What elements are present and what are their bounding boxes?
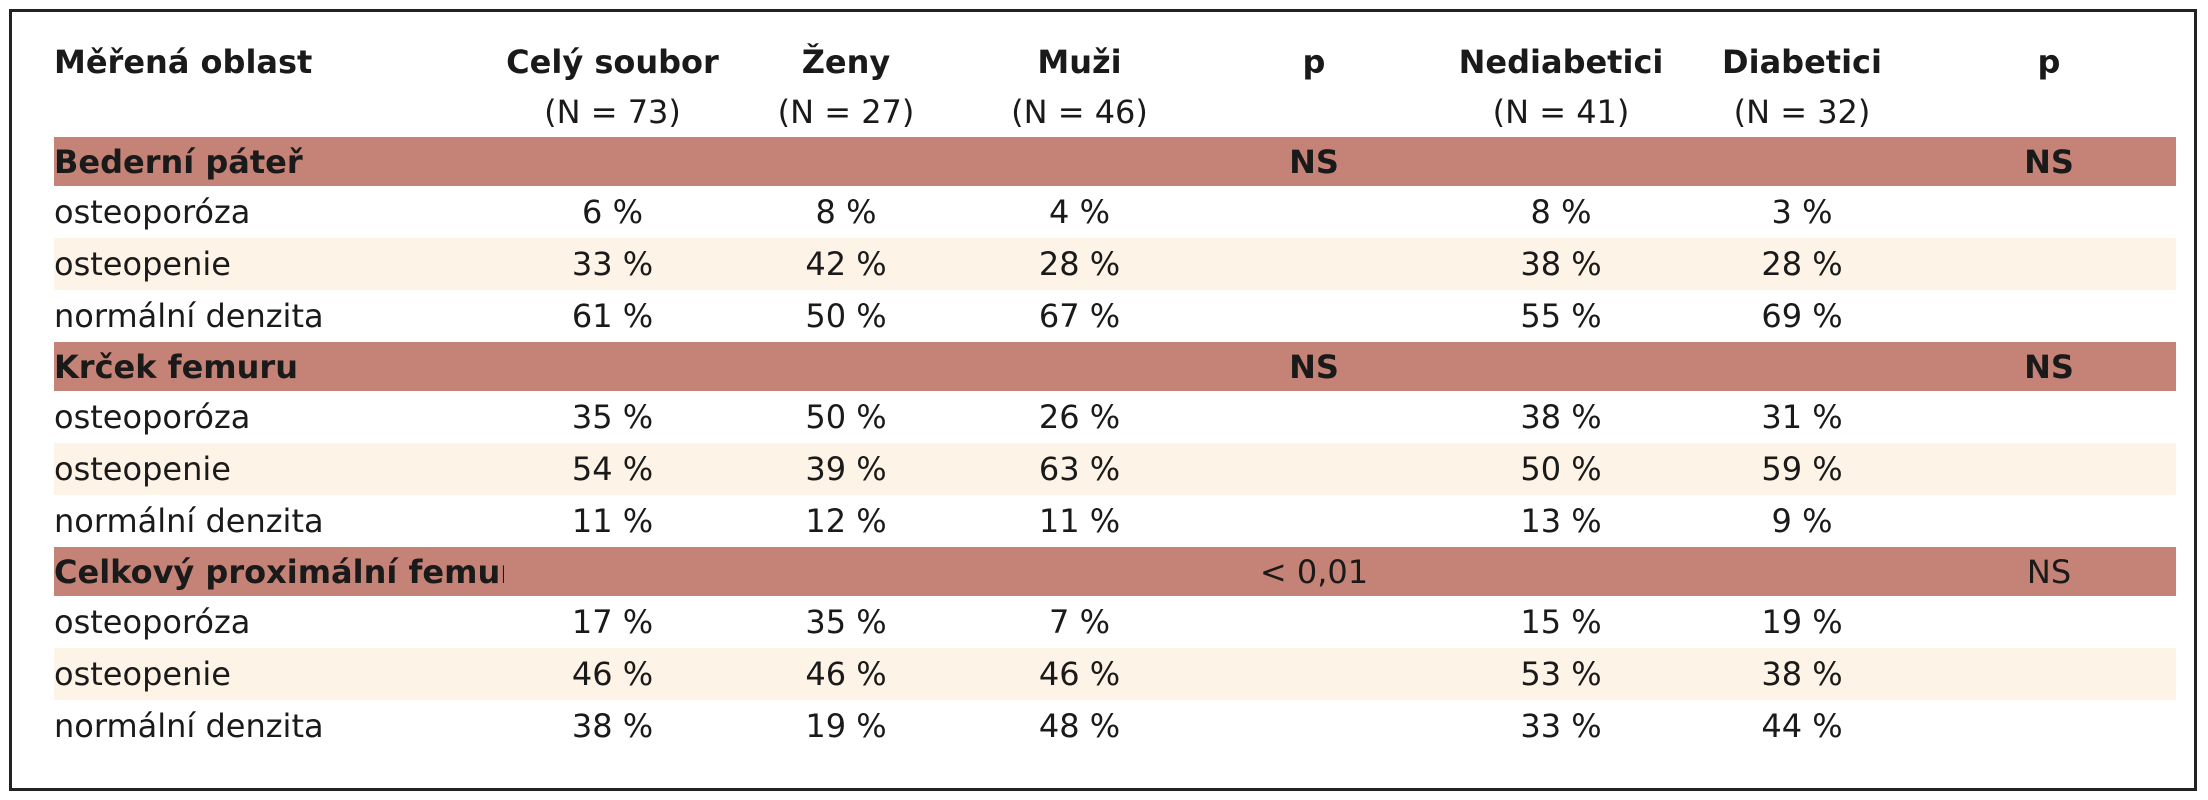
results-table: Měřená oblast Celý soubor (N = 73) Ženy (N…: [54, 37, 2176, 752]
cell-nondiabetics: 55 %: [1520, 297, 1602, 335]
row-label: osteopenie: [54, 648, 504, 700]
row-label: osteoporóza: [54, 398, 251, 436]
cell-whole-sample: 6 %: [582, 193, 643, 231]
table-row: osteoporóza 6 % 8 % 4 % 8 % 3 %: [54, 186, 2176, 238]
cell-whole-sample: 33 %: [504, 238, 721, 290]
cell-diabetics: 19 %: [1761, 603, 1843, 641]
column-header-n: (N = 73): [544, 93, 681, 131]
column-header-area: Měřená oblast: [54, 43, 313, 81]
cell-women: 42 %: [721, 238, 971, 290]
p-value-sex: < 0,01: [1188, 547, 1440, 596]
cell-women: 46 %: [721, 648, 971, 700]
cell-women: 8 %: [815, 193, 877, 231]
cell-diabetics: 28 %: [1682, 238, 1922, 290]
cell-whole-sample: 35 %: [571, 398, 654, 436]
row-label: normální denzita: [54, 297, 324, 335]
section-row-lumbar-spine: Bederní páteř NS NS: [54, 137, 2176, 186]
cell-diabetics: 44 %: [1761, 707, 1843, 745]
cell-men: 28 %: [971, 238, 1188, 290]
column-header-n: (N = 32): [1733, 93, 1871, 131]
column-header-label: Diabetici: [1722, 43, 1882, 81]
cell-men: 63 %: [971, 443, 1188, 495]
column-header-label: p: [1302, 43, 1326, 81]
table-row: osteoporóza 35 % 50 % 26 % 38 % 31 %: [54, 391, 2176, 443]
table-frame: Měřená oblast Celý soubor (N = 73) Ženy (N…: [9, 9, 2197, 791]
cell-diabetics: 69 %: [1761, 297, 1843, 335]
p-value-diabetes: NS: [1922, 137, 2176, 186]
cell-whole-sample: 54 %: [504, 443, 721, 495]
column-header-label: p: [2037, 43, 2061, 81]
column-header-n: (N = 41): [1492, 93, 1630, 131]
column-header-label: Celý soubor: [506, 43, 719, 81]
cell-nondiabetics: 33 %: [1520, 707, 1602, 745]
cell-women: 39 %: [721, 443, 971, 495]
cell-men: 7 %: [1049, 603, 1110, 641]
column-header-label: Nediabetici: [1458, 43, 1664, 81]
cell-nondiabetics: 50 %: [1440, 443, 1682, 495]
cell-men: 4 %: [1049, 193, 1110, 231]
cell-men: 48 %: [1038, 707, 1121, 745]
section-title: Krček femuru: [54, 342, 504, 391]
column-header-p-diabetes: p: [1922, 37, 2176, 137]
p-value-diabetes: NS: [1922, 547, 2176, 596]
cell-whole-sample: 61 %: [571, 297, 654, 335]
column-header-diabetics: Diabetici (N = 32): [1682, 37, 1922, 137]
cell-nondiabetics: 8 %: [1530, 193, 1592, 231]
table-row: normální denzita 61 % 50 % 67 % 55 % 69 …: [54, 290, 2176, 342]
row-label: osteoporóza: [54, 603, 251, 641]
section-title: Celkový proximální femur: [54, 547, 504, 596]
row-label: osteopenie: [54, 443, 504, 495]
cell-nondiabetics: 38 %: [1440, 238, 1682, 290]
cell-diabetics: 31 %: [1761, 398, 1843, 436]
cell-whole-sample: 46 %: [504, 648, 721, 700]
cell-whole-sample: 38 %: [571, 707, 654, 745]
column-header-n: (N = 46): [1011, 93, 1148, 131]
cell-nondiabetics: 53 %: [1440, 648, 1682, 700]
cell-men: 26 %: [1038, 398, 1121, 436]
column-header-label: Muži: [1037, 43, 1122, 81]
column-header-women: Ženy (N = 27): [721, 37, 971, 137]
column-header-n: (N = 27): [777, 93, 915, 131]
cell-diabetics: 59 %: [1682, 443, 1922, 495]
cell-men: 11 %: [1038, 502, 1121, 540]
column-header-label: Ženy: [801, 43, 891, 81]
cell-nondiabetics: 38 %: [1520, 398, 1602, 436]
cell-whole-sample: 17 %: [571, 603, 654, 641]
section-row-femoral-neck: Krček femuru NS NS: [54, 342, 2176, 391]
cell-men: 46 %: [971, 648, 1188, 700]
section-row-total-proximal-femur: Celkový proximální femur < 0,01 NS: [54, 547, 2176, 596]
cell-whole-sample: 11 %: [571, 502, 654, 540]
cell-diabetics: 9 %: [1771, 502, 1833, 540]
cell-women: 35 %: [805, 603, 887, 641]
cell-nondiabetics: 13 %: [1520, 502, 1602, 540]
cell-women: 50 %: [805, 398, 887, 436]
row-label: normální denzita: [54, 502, 324, 540]
column-header-whole-sample: Celý soubor (N = 73): [504, 37, 721, 137]
column-header-men: Muži (N = 46): [971, 37, 1188, 137]
cell-men: 67 %: [1038, 297, 1121, 335]
table-row: normální denzita 11 % 12 % 11 % 13 % 9 %: [54, 495, 2176, 547]
row-label: osteopenie: [54, 238, 504, 290]
p-value-sex: NS: [1188, 137, 1440, 186]
table-row: osteopenie 33 % 42 % 28 % 38 % 28 %: [54, 238, 2176, 290]
cell-nondiabetics: 15 %: [1520, 603, 1602, 641]
p-value-sex: NS: [1188, 342, 1440, 391]
table-row: osteopenie 54 % 39 % 63 % 50 % 59 %: [54, 443, 2176, 495]
section-title: Bederní páteř: [54, 137, 504, 186]
table-row: normální denzita 38 % 19 % 48 % 33 % 44 …: [54, 700, 2176, 752]
cell-women: 12 %: [805, 502, 887, 540]
cell-women: 19 %: [805, 707, 887, 745]
column-header-nondiabetics: Nediabetici (N = 41): [1440, 37, 1682, 137]
column-header-p-sex: p: [1188, 37, 1440, 137]
table-row: osteopenie 46 % 46 % 46 % 53 % 38 %: [54, 648, 2176, 700]
cell-diabetics: 38 %: [1682, 648, 1922, 700]
cell-women: 50 %: [805, 297, 887, 335]
row-label: osteoporóza: [54, 193, 251, 231]
header-row: Měřená oblast Celý soubor (N = 73) Ženy (N…: [54, 37, 2176, 137]
p-value-diabetes: NS: [1922, 342, 2176, 391]
cell-diabetics: 3 %: [1771, 193, 1833, 231]
row-label: normální denzita: [54, 707, 324, 745]
table-row: osteoporóza 17 % 35 % 7 % 15 % 19 %: [54, 596, 2176, 648]
